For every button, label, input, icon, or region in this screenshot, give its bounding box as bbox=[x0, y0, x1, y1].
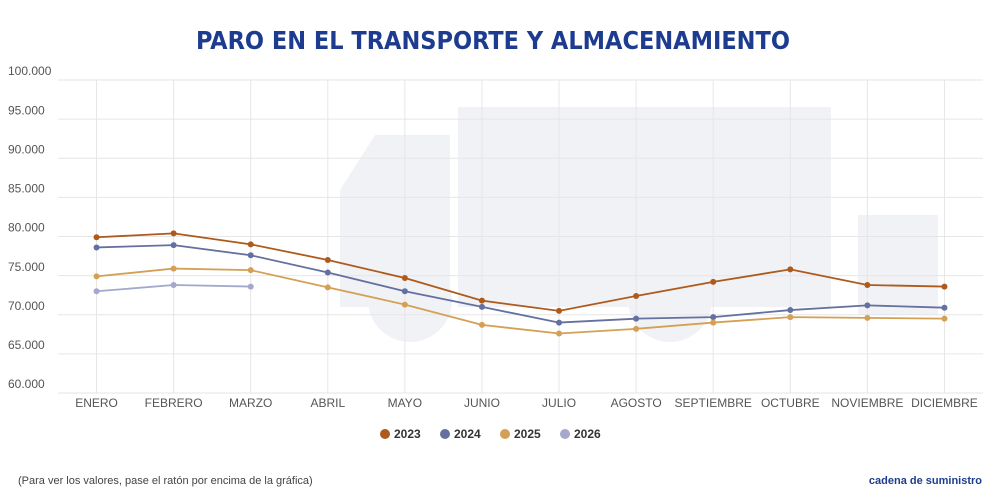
data-point bbox=[556, 307, 563, 314]
x-tick-label: ENERO bbox=[75, 396, 118, 410]
data-point bbox=[941, 315, 948, 322]
data-point bbox=[170, 230, 177, 237]
x-tick-label: SEPTIEMBRE bbox=[675, 396, 752, 410]
data-point bbox=[247, 252, 254, 259]
data-point bbox=[93, 234, 100, 241]
chart-title: PARO EN EL TRANSPORTE Y ALMACENAMIENTO bbox=[196, 26, 790, 55]
data-point bbox=[324, 269, 331, 276]
legend-marker bbox=[440, 429, 450, 439]
y-tick-label: 70.000 bbox=[8, 299, 45, 313]
y-tick-label: 75.000 bbox=[8, 260, 45, 274]
x-tick-label: FEBRERO bbox=[145, 396, 203, 410]
data-point bbox=[93, 273, 100, 280]
legend-marker bbox=[380, 429, 390, 439]
series-line bbox=[96, 267, 945, 335]
y-tick-label: 100.000 bbox=[8, 64, 52, 78]
background-truck bbox=[340, 107, 938, 342]
data-point bbox=[787, 266, 794, 273]
data-point bbox=[247, 241, 254, 248]
data-point bbox=[633, 292, 640, 299]
y-tick-label: 95.000 bbox=[8, 103, 45, 117]
data-point bbox=[247, 267, 254, 274]
data-point bbox=[710, 319, 717, 326]
series-line bbox=[96, 232, 945, 312]
x-tick-label: ABRIL bbox=[310, 396, 345, 410]
data-point bbox=[93, 244, 100, 251]
data-point bbox=[478, 303, 485, 310]
data-point bbox=[864, 314, 871, 321]
y-tick-label: 80.000 bbox=[8, 221, 45, 235]
y-tick-label: 90.000 bbox=[8, 142, 45, 156]
y-tick-label: 85.000 bbox=[8, 182, 45, 196]
x-tick-label: JUNIO bbox=[464, 396, 500, 410]
data-point bbox=[170, 242, 177, 249]
data-point bbox=[941, 283, 948, 290]
data-point bbox=[864, 282, 871, 289]
data-point bbox=[941, 304, 948, 311]
data-point bbox=[478, 321, 485, 328]
data-point bbox=[633, 325, 640, 332]
data-point bbox=[401, 274, 408, 281]
data-point bbox=[401, 301, 408, 308]
legend-label: 2024 bbox=[454, 427, 481, 441]
x-tick-label: JULIO bbox=[542, 396, 576, 410]
footnote: (Para ver los valores, pase el ratón por… bbox=[18, 475, 313, 487]
brand: cadena de suministro bbox=[869, 475, 982, 487]
data-point bbox=[633, 315, 640, 322]
series-line bbox=[96, 244, 945, 324]
legend-marker bbox=[500, 429, 510, 439]
legend-marker bbox=[560, 429, 570, 439]
data-point bbox=[247, 283, 254, 290]
x-tick-label: MAYO bbox=[388, 396, 422, 410]
data-point bbox=[710, 314, 717, 321]
data-point bbox=[401, 288, 408, 295]
data-point bbox=[710, 278, 717, 285]
data-point bbox=[787, 307, 794, 314]
data-point bbox=[787, 314, 794, 321]
legend-label: 2025 bbox=[514, 427, 541, 441]
legend-label: 2023 bbox=[394, 427, 421, 441]
y-tick-label: 65.000 bbox=[8, 338, 45, 352]
x-tick-label: DICIEMBRE bbox=[911, 396, 978, 410]
data-point bbox=[556, 330, 563, 337]
y-tick-label: 60.000 bbox=[8, 377, 45, 391]
data-point bbox=[556, 319, 563, 326]
data-point bbox=[170, 282, 177, 289]
x-tick-label: AGOSTO bbox=[611, 396, 662, 410]
legend-label: 2026 bbox=[574, 427, 601, 441]
data-point bbox=[864, 302, 871, 309]
data-point bbox=[324, 256, 331, 263]
x-tick-label: MARZO bbox=[229, 396, 272, 410]
data-point bbox=[170, 265, 177, 272]
x-tick-label: NOVIEMBRE bbox=[831, 396, 903, 410]
data-point bbox=[93, 288, 100, 295]
data-point bbox=[478, 297, 485, 304]
x-tick-label: OCTUBRE bbox=[761, 396, 820, 410]
data-point bbox=[324, 284, 331, 291]
